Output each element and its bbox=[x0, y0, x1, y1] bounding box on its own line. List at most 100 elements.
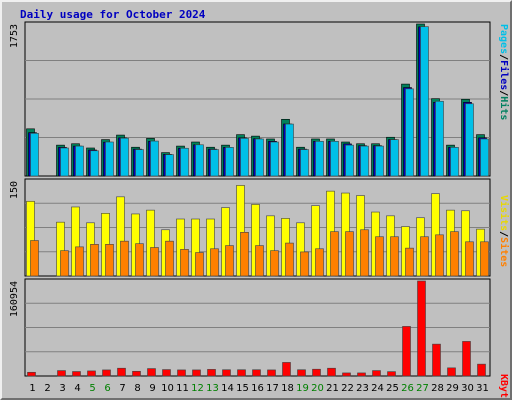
bar-kbytes-kbytes-day-10 bbox=[162, 369, 171, 377]
day-label-11: 11 bbox=[176, 383, 189, 394]
day-label-6: 6 bbox=[104, 383, 110, 394]
bar-hits-files-pages-pages-day-13 bbox=[210, 149, 219, 177]
bar-visits-sites-sites-day-5 bbox=[90, 244, 99, 277]
bar-visits-sites-sites-day-1 bbox=[30, 240, 39, 277]
bar-hits-files-pages-pages-day-20 bbox=[315, 141, 324, 177]
bar-kbytes-kbytes-day-13 bbox=[207, 369, 216, 377]
bar-kbytes-kbytes-day-8 bbox=[132, 370, 141, 377]
bar-visits-sites-sites-day-20 bbox=[315, 248, 324, 277]
bar-visits-sites-sites-day-27 bbox=[420, 236, 429, 277]
bar-visits-sites-sites-day-28 bbox=[435, 234, 444, 277]
ymax-label-kbytes: 160954 bbox=[9, 281, 20, 317]
bar-hits-files-pages-pages-day-3 bbox=[60, 147, 69, 177]
bar-hits-files-pages-pages-day-7 bbox=[120, 137, 129, 177]
day-label-15: 15 bbox=[236, 383, 249, 394]
bar-visits-sites-sites-day-29 bbox=[450, 231, 459, 277]
bar-kbytes-kbytes-day-30 bbox=[462, 341, 471, 377]
bar-hits-files-pages-pages-day-15 bbox=[240, 138, 249, 177]
bar-kbytes-kbytes-day-26 bbox=[402, 326, 411, 377]
bar-hits-files-pages-pages-day-11 bbox=[180, 147, 189, 177]
day-label-14: 14 bbox=[221, 383, 234, 394]
bar-visits-sites-sites-day-25 bbox=[390, 236, 399, 277]
day-label-20: 20 bbox=[311, 383, 324, 394]
bar-visits-sites-sites-day-18 bbox=[285, 242, 294, 277]
bar-visits-sites-sites-day-23 bbox=[360, 229, 369, 277]
bar-hits-files-pages-pages-day-17 bbox=[270, 141, 279, 177]
day-label-12: 12 bbox=[191, 383, 204, 394]
bar-kbytes-kbytes-day-11 bbox=[177, 369, 186, 377]
bar-hits-files-pages-pages-day-4 bbox=[75, 145, 84, 177]
bar-visits-sites-sites-day-30 bbox=[465, 241, 474, 277]
bar-visits-sites-sites-day-4 bbox=[75, 246, 84, 277]
bar-kbytes-kbytes-day-1 bbox=[27, 371, 36, 377]
chart-title: Daily usage for October 2024 bbox=[20, 8, 206, 21]
bar-visits-sites-sites-day-19 bbox=[300, 251, 309, 277]
day-label-3: 3 bbox=[59, 383, 65, 394]
bar-kbytes-kbytes-day-21 bbox=[327, 367, 336, 377]
bar-visits-sites-sites-day-7 bbox=[120, 240, 129, 277]
bar-kbytes-kbytes-day-18 bbox=[282, 362, 291, 377]
day-label-7: 7 bbox=[119, 383, 125, 394]
legend-entry-hits-files-pages-2: Files bbox=[498, 60, 510, 90]
legend-entry-hits-files-pages-0: Pages bbox=[498, 24, 509, 54]
bar-kbytes-kbytes-day-22 bbox=[342, 372, 351, 377]
legend-entry-visits-sites-0: Visits bbox=[498, 195, 510, 231]
bar-visits-sites-sites-day-13 bbox=[210, 248, 219, 277]
bar-kbytes-kbytes-day-15 bbox=[237, 369, 246, 377]
bar-hits-files-pages-pages-day-16 bbox=[255, 138, 264, 177]
bar-hits-files-pages-pages-day-5 bbox=[90, 150, 99, 177]
bar-hits-files-pages-pages-day-25 bbox=[390, 139, 399, 177]
bar-kbytes-kbytes-day-20 bbox=[312, 368, 321, 377]
day-label-23: 23 bbox=[356, 383, 369, 394]
legend-entry-kbytes-0: KBytes bbox=[498, 374, 509, 398]
bar-visits-sites-sites-day-16 bbox=[255, 245, 264, 277]
legend-entry-hits-files-pages-1: / bbox=[498, 54, 509, 60]
bar-kbytes-kbytes-day-5 bbox=[87, 370, 96, 377]
bar-hits-files-pages-pages-day-28 bbox=[435, 100, 444, 177]
bar-kbytes-kbytes-day-17 bbox=[267, 369, 276, 377]
bar-hits-files-pages-pages-day-30 bbox=[465, 103, 474, 177]
bar-kbytes-kbytes-day-25 bbox=[387, 371, 396, 377]
bar-visits-sites-sites-day-14 bbox=[225, 245, 234, 277]
bar-visits-sites-sites-day-3 bbox=[60, 250, 69, 277]
bar-visits-sites-sites-day-21 bbox=[330, 231, 339, 277]
day-label-25: 25 bbox=[386, 383, 399, 394]
bar-hits-files-pages-pages-day-18 bbox=[285, 123, 294, 177]
bar-kbytes-kbytes-day-27 bbox=[417, 280, 426, 377]
bar-kbytes-kbytes-day-19 bbox=[297, 369, 306, 377]
bar-visits-sites-sites-day-24 bbox=[375, 236, 384, 277]
day-label-10: 10 bbox=[161, 383, 174, 394]
day-label-19: 19 bbox=[296, 383, 309, 394]
day-label-28: 28 bbox=[431, 383, 444, 394]
day-label-16: 16 bbox=[251, 383, 264, 394]
bar-hits-files-pages-pages-day-29 bbox=[450, 147, 459, 177]
day-label-13: 13 bbox=[206, 383, 219, 394]
day-label-24: 24 bbox=[371, 383, 384, 394]
day-label-31: 31 bbox=[476, 383, 489, 394]
day-label-22: 22 bbox=[341, 383, 354, 394]
legend-entry-hits-files-pages-4: Hits bbox=[498, 96, 510, 120]
day-label-8: 8 bbox=[134, 383, 140, 394]
bar-hits-files-pages-pages-day-8 bbox=[135, 149, 144, 177]
bar-hits-files-pages-pages-day-31 bbox=[480, 138, 489, 177]
day-label-30: 30 bbox=[461, 383, 474, 394]
bar-visits-sites-sites-day-10 bbox=[165, 240, 174, 277]
legend-entry-visits-sites-1: / bbox=[498, 231, 509, 237]
bar-kbytes-kbytes-day-14 bbox=[222, 369, 231, 377]
ymax-label-visits-sites: 150 bbox=[9, 181, 20, 199]
bar-visits-sites-sites-day-31 bbox=[480, 241, 489, 277]
bar-visits-sites-sites-day-12 bbox=[195, 252, 204, 277]
day-label-17: 17 bbox=[266, 383, 279, 394]
bar-kbytes-kbytes-day-24 bbox=[372, 370, 381, 377]
bar-visits-sites-sites-day-15 bbox=[240, 232, 249, 277]
bar-kbytes-kbytes-day-31 bbox=[477, 363, 486, 377]
bar-visits-sites-sites-day-9 bbox=[150, 247, 159, 277]
day-label-2: 2 bbox=[44, 383, 50, 394]
bar-kbytes-kbytes-day-29 bbox=[447, 367, 456, 377]
bar-kbytes-kbytes-day-9 bbox=[147, 368, 156, 377]
day-label-27: 27 bbox=[416, 383, 429, 394]
bar-hits-files-pages-pages-day-1 bbox=[30, 133, 39, 177]
bar-kbytes-kbytes-day-23 bbox=[357, 372, 366, 377]
